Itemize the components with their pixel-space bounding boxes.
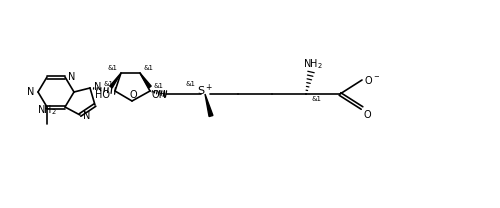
Polygon shape <box>205 94 213 116</box>
Text: O: O <box>363 110 371 120</box>
Text: &1: &1 <box>104 81 114 87</box>
Text: O: O <box>129 90 137 100</box>
Text: &1: &1 <box>144 65 154 71</box>
Text: HO: HO <box>96 90 110 100</box>
Text: NH$_2$: NH$_2$ <box>303 57 323 71</box>
Text: N: N <box>28 87 34 97</box>
Polygon shape <box>140 73 151 88</box>
Text: N: N <box>68 72 75 82</box>
Text: N: N <box>84 111 90 121</box>
Text: S$^+$: S$^+$ <box>197 82 213 98</box>
Text: NH$_2$: NH$_2$ <box>37 103 57 117</box>
Text: &1: &1 <box>312 96 322 102</box>
Text: &1: &1 <box>154 83 164 89</box>
Text: &1: &1 <box>107 65 117 71</box>
Text: OH: OH <box>152 90 166 100</box>
Text: O$^-$: O$^-$ <box>364 74 380 86</box>
Polygon shape <box>110 73 121 88</box>
Text: N: N <box>94 82 102 92</box>
Text: &1: &1 <box>186 81 196 87</box>
